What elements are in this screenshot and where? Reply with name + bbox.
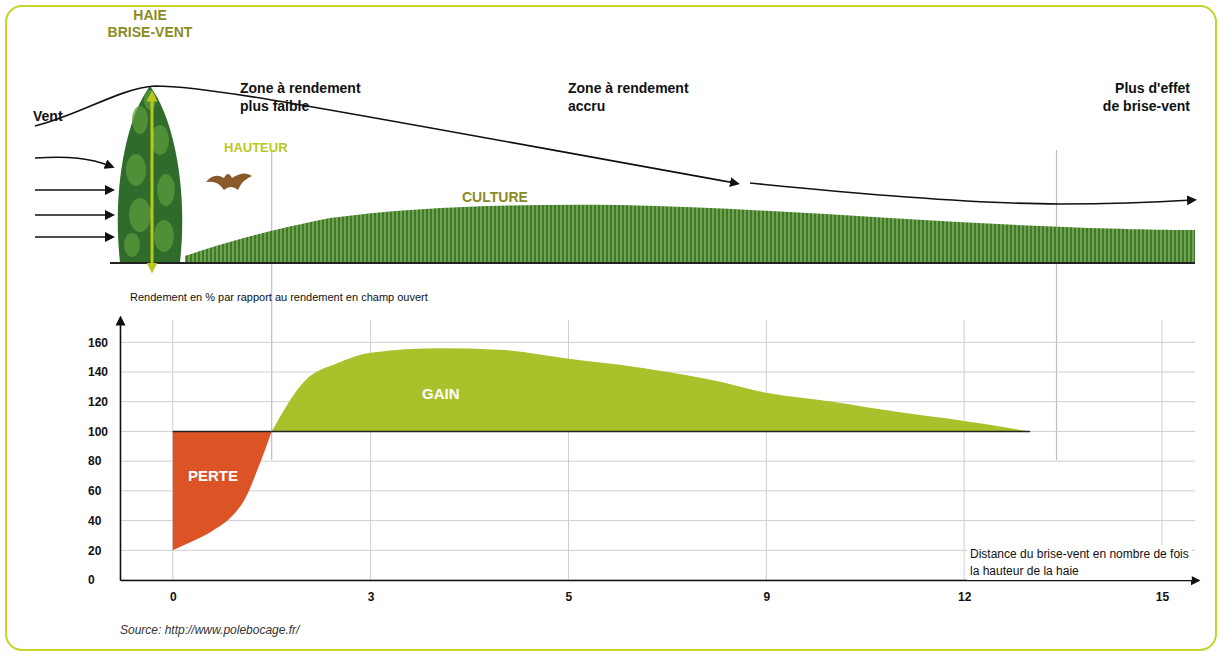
diagram: HAIEBRISE-VENT Vent HAUTEUR CULTURE Zone à r…: [33, 7, 1195, 460]
crop-label: CULTURE: [462, 189, 528, 205]
y-tick: 140: [88, 365, 120, 379]
y-tick: 40: [88, 514, 120, 528]
grid: [120, 320, 1195, 580]
grid-line-x: [1162, 320, 1163, 580]
chart: PERTE GAIN 0 20 40 60 80 100 120 140 160 0 3 5 9 12 15 Re…: [88, 291, 1196, 604]
baseline: [173, 431, 272, 432]
hedge-foliage: [124, 233, 140, 257]
hedge-foliage: [154, 220, 174, 252]
height-arrow: [151, 96, 154, 268]
wind-arrow: [35, 157, 110, 166]
grid-line-x: [766, 320, 767, 580]
zone-label-line: plus faible: [240, 98, 309, 114]
zone-label: Plus d'effet de brise-vent: [1103, 80, 1190, 114]
grid-line-y: [120, 431, 1195, 432]
y-tick: 0: [88, 573, 120, 587]
zone-label: Zone à rendement plus faible: [240, 80, 361, 114]
y-tick-label: 0: [88, 573, 95, 587]
y-tick-label: 40: [88, 514, 102, 528]
zone-boundary: [271, 150, 272, 460]
zone-label-line: de brise-vent: [1103, 98, 1190, 114]
baseline: [272, 431, 1030, 432]
y-tick-label: 80: [88, 454, 102, 468]
hedge-foliage: [144, 90, 156, 110]
wind-arrow: [35, 189, 110, 191]
x-tick-label: 0: [170, 590, 177, 604]
grid-line-x: [964, 320, 965, 580]
y-tick-label: 60: [88, 484, 102, 498]
series-label: GAIN: [422, 385, 460, 402]
y-tick-label: 160: [88, 336, 108, 350]
zone-label: Zone à rendement accru: [568, 80, 689, 114]
frame: [6, 6, 1216, 650]
zone-label-line: Zone à rendement: [568, 80, 689, 96]
source: Source: http://www.polebocage.fr/: [120, 623, 301, 637]
crop: [185, 205, 1195, 263]
hedge-foliage: [129, 198, 151, 232]
x-axis-title-line: Distance du brise-vent en nombre de fois: [970, 547, 1189, 561]
grid-line-y: [120, 490, 1195, 491]
zone-label-line: Plus d'effet: [1115, 80, 1190, 96]
height-label: HAUTEUR: [224, 140, 288, 155]
x-tick: 3: [368, 580, 375, 604]
x-tick: 5: [566, 580, 573, 604]
y-tick: 100: [88, 425, 120, 439]
grid-line-y: [120, 342, 1195, 343]
x-tick: 12: [958, 580, 972, 604]
x-axis-title-line: la hauteur de la haie: [970, 564, 1079, 578]
y-tick-label: 120: [88, 395, 108, 409]
x-tick-label: 5: [566, 590, 573, 604]
x-axis-title: Distance du brise-vent en nombre de fois…: [970, 547, 1189, 578]
x-tick-label: 3: [368, 590, 375, 604]
x-tick: 9: [763, 580, 770, 604]
hedge-foliage: [126, 154, 146, 186]
y-tick: 20: [88, 544, 120, 558]
wind-label: Vent: [33, 108, 63, 124]
hedge-foliage: [157, 174, 175, 206]
grid-line-y: [120, 520, 1195, 521]
hedge-foliage: [151, 125, 169, 155]
x-tick: 15: [1156, 580, 1170, 604]
y-tick: 60: [88, 484, 120, 498]
hedge: [118, 86, 183, 262]
y-tick: 160: [88, 336, 120, 350]
x-tick-label: 12: [958, 590, 972, 604]
series-label: PERTE: [188, 467, 238, 484]
x-tick: 0: [170, 580, 177, 604]
y-axis-title: Rendement en % par rapport au rendement …: [130, 291, 428, 303]
grid-line-y: [120, 461, 1195, 462]
x-axis: 0 3 5 9 12 15: [121, 580, 1196, 604]
zone-label-line: Zone à rendement: [240, 80, 361, 96]
wind-arrow: [35, 214, 110, 216]
hedge-label-line: BRISE-VENT: [108, 24, 193, 40]
wind-line: [35, 86, 735, 183]
hedge-label-line: HAIE: [133, 7, 166, 23]
x-tick-label: 15: [1156, 590, 1170, 604]
zone-label-line: accru: [568, 98, 605, 114]
area: [173, 431, 272, 550]
x-axis-title-group: Distance du brise-vent en nombre de fois…: [967, 545, 1192, 580]
wind-arrow: [35, 236, 110, 238]
hedge-foliage: [132, 106, 148, 134]
y-axis: 0 20 40 60 80 100 120 140 160: [88, 321, 121, 588]
plot-area: [173, 348, 1030, 550]
wind-line: [750, 183, 1192, 204]
y-tick-label: 20: [88, 544, 102, 558]
x-axis-title-background: [967, 545, 1192, 580]
y-tick: 80: [88, 454, 120, 468]
y-tick-label: 100: [88, 425, 108, 439]
y-axis-line: [120, 321, 122, 581]
x-tick-label: 9: [763, 590, 770, 604]
y-tick: 120: [88, 395, 120, 409]
figure: HAIEBRISE-VENT Vent HAUTEUR CULTURE Zone à r…: [0, 0, 1222, 658]
bat: [206, 173, 252, 190]
zone-boundary: [1056, 150, 1057, 460]
y-tick-label: 140: [88, 365, 108, 379]
ground: [110, 262, 1195, 264]
area: [272, 348, 1030, 431]
hedge-label: HAIEBRISE-VENT: [108, 7, 193, 40]
